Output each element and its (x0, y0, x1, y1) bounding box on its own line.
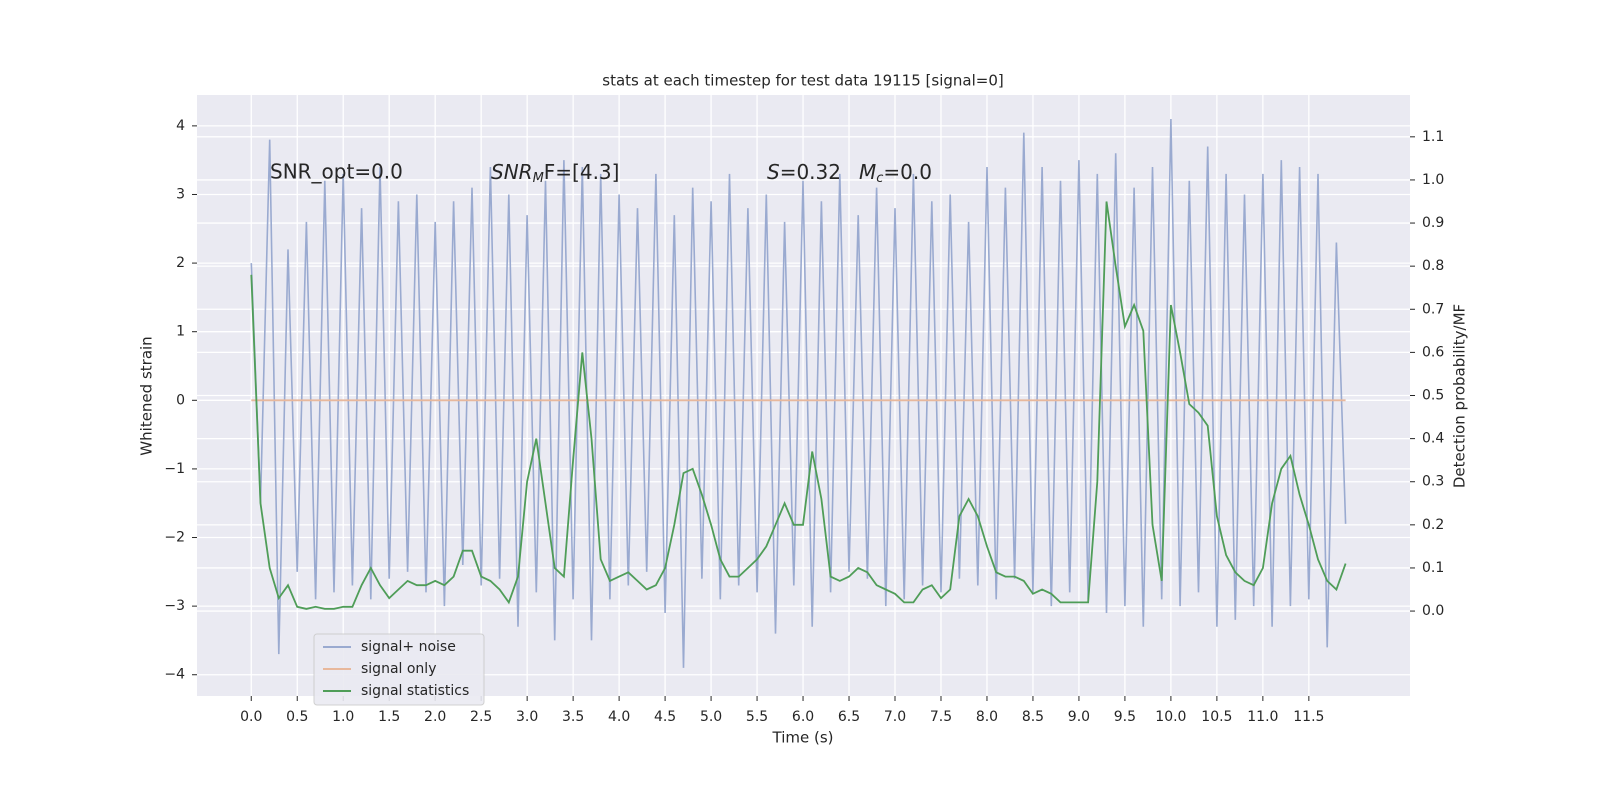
x-tick-label: 8.0 (976, 709, 998, 725)
x-tick-label: 11.5 (1293, 709, 1324, 725)
y-tick-label: 4 (176, 118, 185, 134)
y2-tick-label: 0.0 (1422, 603, 1444, 619)
y-tick-label: 3 (176, 186, 185, 202)
annotation-part: F=[4.3] (544, 160, 620, 184)
legend-label: signal only (361, 661, 436, 677)
y2-tick-label: 0.7 (1422, 301, 1444, 317)
y2-tick-label: 0.9 (1422, 215, 1444, 231)
x-tick-label: 0.0 (240, 709, 262, 725)
annotation: SNRMF=[4.3] (491, 160, 619, 186)
x-tick-label: 4.0 (608, 709, 630, 725)
x-tick-label: 3.5 (562, 709, 584, 725)
annotation-part: S (767, 160, 780, 184)
y-tick-label: −2 (164, 530, 185, 546)
y-tick-label: −4 (164, 667, 185, 683)
x-tick-label: 3.0 (516, 709, 538, 725)
y2-tick-label: 0.1 (1422, 560, 1444, 576)
x-tick-label: 0.5 (286, 709, 308, 725)
legend-label: signal+ noise (361, 639, 456, 655)
x-tick-label: 8.5 (1022, 709, 1044, 725)
y-tick-label: −3 (164, 598, 185, 614)
annotation: S=0.32 (767, 160, 841, 184)
x-tick-label: 1.5 (378, 709, 400, 725)
x-axis-label: Time (s) (772, 729, 834, 747)
x-tick-label: 11.0 (1247, 709, 1278, 725)
y2-tick-label: 1.1 (1422, 129, 1444, 145)
legend-label: signal statistics (361, 683, 469, 699)
x-tick-label: 9.5 (1114, 709, 1136, 725)
x-tick-label: 5.5 (746, 709, 768, 725)
annotation: SNR_opt=0.0 (270, 160, 403, 184)
y2-tick-label: 0.6 (1422, 344, 1444, 360)
y2-tick-label: 0.8 (1422, 258, 1444, 274)
x-tick-label: 2.5 (470, 709, 492, 725)
y-tick-label: 1 (176, 324, 185, 340)
annotation-part: SNR (491, 160, 533, 184)
series-line (250, 201, 1347, 610)
annotation-part: =0.0 (883, 160, 932, 184)
y-tick-label: 2 (176, 255, 185, 271)
annotation: Mc=0.0 (859, 160, 932, 186)
marks (250, 118, 1347, 668)
x-tick-label: 6.0 (792, 709, 814, 725)
x-tick-label: 2.0 (424, 709, 446, 725)
y2-tick-label: 1.0 (1422, 172, 1444, 188)
labels: 0.0 0.5 1.0 1.5 2.0 2.5 3.0 3.5 4.0 4.5 5.0 5.5 6.0 6… (164, 118, 1444, 725)
y-axis-label: Whitened strain (138, 336, 156, 455)
annotation-part: c (876, 171, 883, 186)
x-tick-label: 10.0 (1155, 709, 1186, 725)
y2-tick-label: 0.4 (1422, 431, 1444, 447)
x-tick-label: 5.0 (700, 709, 722, 725)
x-tick-label: 9.0 (1068, 709, 1090, 725)
legend-box (313, 633, 485, 706)
chart-title: stats at each timestep for test data 191… (602, 72, 1003, 90)
x-tick-label: 1.0 (332, 709, 354, 725)
y2-tick-label: 0.5 (1422, 388, 1444, 404)
x-tick-label: 7.5 (930, 709, 952, 725)
y-tick-label: 0 (176, 392, 185, 408)
x-tick-label: 7.0 (884, 709, 906, 725)
y2-tick-label: 0.2 (1422, 517, 1444, 533)
y-tick-label: −1 (164, 461, 185, 477)
x-tick-label: 6.5 (838, 709, 860, 725)
y2-axis-label: Detection probability/MF (1451, 304, 1469, 488)
y2-tick-label: 0.3 (1422, 474, 1444, 490)
annotation-part: =0.32 (780, 160, 841, 184)
x-tick-label: 4.5 (654, 709, 676, 725)
annotation-part: M (533, 171, 544, 186)
annotation-part: M (859, 160, 876, 184)
x-tick-label: 10.5 (1201, 709, 1232, 725)
